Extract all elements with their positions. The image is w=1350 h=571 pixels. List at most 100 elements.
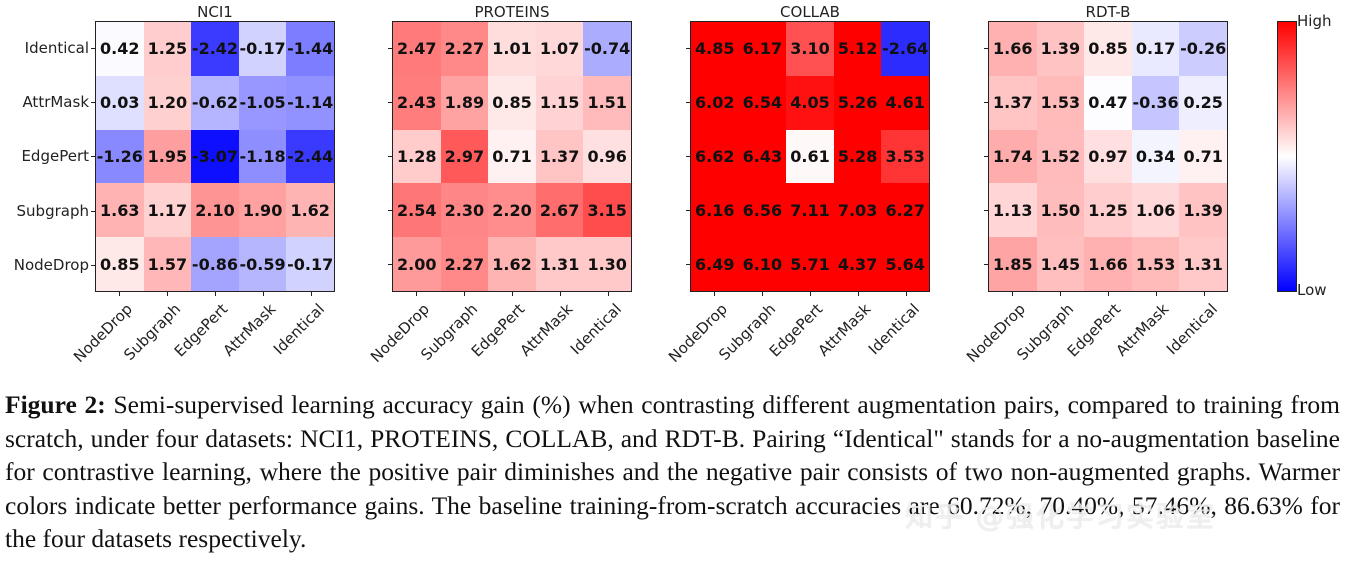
heatmap-cell: 1.51: [583, 75, 631, 130]
heatmap-cell: 2.43: [393, 75, 441, 130]
heatmap-cell: 1.37: [989, 75, 1037, 130]
heatmap-cell: -2.42: [191, 22, 239, 76]
heatmap-cell: 1.39: [1036, 22, 1085, 76]
heatmap-cell: 2.20: [488, 183, 536, 238]
y-tick-mark: [686, 264, 690, 265]
x-tick-mark: [263, 292, 264, 296]
heatmap-cell: 1.39: [1179, 183, 1227, 238]
x-tick-mark: [906, 292, 907, 296]
x-tick-mark: [560, 292, 561, 296]
y-tick-mark: [984, 156, 988, 157]
heatmap-cell: -0.74: [583, 22, 631, 76]
heatmap-cell: -0.59: [238, 237, 287, 291]
y-tick-label: Identical: [0, 21, 95, 75]
figure-caption: Figure 2: Semi-supervised learning accur…: [5, 388, 1340, 556]
x-tick-mark: [167, 292, 168, 296]
heatmap-cell: -0.36: [1131, 75, 1180, 130]
heatmap-cell: 2.67: [535, 183, 584, 238]
x-tick-mark: [1012, 292, 1013, 296]
heatmap-cell: 6.17: [738, 22, 787, 76]
heatmap-cell: 1.25: [1084, 183, 1132, 238]
heatmap-cell: 1.52: [1036, 129, 1085, 184]
heatmap-cell: 0.34: [1131, 129, 1180, 184]
heatmap-cell: 0.42: [96, 22, 144, 76]
heatmap-cell: 6.27: [881, 183, 929, 238]
heatmap-cell: 0.61: [786, 129, 834, 184]
heatmap-cell: 2.27: [440, 22, 489, 76]
y-axis-labels: Identical AttrMask EdgePert Subgraph NodeDro…: [0, 21, 95, 292]
heatmap-cell: 2.30: [440, 183, 489, 238]
panel-title: RDT-B: [1085, 3, 1131, 21]
heatmap-grid: 2.47 2.27 1.01 1.07 -0.74 2.43 1.89 0.85 1.15 1.5…: [392, 21, 632, 292]
y-tick-mark: [984, 210, 988, 211]
heatmap-cell: 1.62: [286, 183, 334, 238]
heatmap-cell: -0.17: [286, 237, 334, 291]
x-tick-mark: [608, 292, 609, 296]
y-tick-mark: [388, 48, 392, 49]
heatmap-cell: 1.53: [1131, 237, 1180, 291]
y-tick-mark: [686, 210, 690, 211]
heatmap-cell: 1.31: [1179, 237, 1227, 291]
heatmap-cell: 1.66: [989, 22, 1037, 76]
heatmap-cell: 1.31: [535, 237, 584, 291]
caption-text: Semi-supervised learning accuracy gain (…: [5, 390, 1341, 553]
heatmap-cell: 0.85: [96, 237, 144, 291]
heatmap-cell: 5.71: [786, 237, 834, 291]
y-tick-mark: [388, 102, 392, 103]
x-tick-label: Identical: [1162, 300, 1221, 359]
heatmap-cell: 0.85: [1084, 22, 1132, 76]
heatmap-cell: 1.57: [143, 237, 192, 291]
heatmap-cell: 3.15: [583, 183, 631, 238]
heatmap-cell: 1.89: [440, 75, 489, 130]
heatmap-grid: 0.42 1.25 -2.42 -0.17 -1.44 0.03 1.20 -0.62 -1.0…: [95, 21, 335, 292]
heatmap-cell: 1.01: [488, 22, 536, 76]
heatmap-cell: 2.97: [440, 129, 489, 184]
y-tick-mark: [984, 264, 988, 265]
caption-label: Figure 2:: [5, 390, 106, 419]
heatmap-cell: 4.37: [833, 237, 882, 291]
heatmap-cell: 1.37: [535, 129, 584, 184]
heatmap-cell: 2.00: [393, 237, 441, 291]
x-tick-mark: [311, 292, 312, 296]
heatmap-cell: 5.64: [881, 237, 929, 291]
heatmap-cell: 3.53: [881, 129, 929, 184]
x-tick-mark: [464, 292, 465, 296]
y-tick-mark: [984, 48, 988, 49]
heatmap-cell: 1.06: [1131, 183, 1180, 238]
heatmap-cell: 1.66: [1084, 237, 1132, 291]
y-tick-mark: [686, 156, 690, 157]
heatmap-cell: 0.71: [488, 129, 536, 184]
heatmap-cell: 1.95: [143, 129, 192, 184]
heatmap-cell: 4.61: [881, 75, 929, 130]
panel-title: COLLAB: [780, 3, 840, 21]
heatmap-cell: 0.97: [1084, 129, 1132, 184]
x-tick-label: Identical: [566, 300, 625, 359]
heatmap-cell: 1.62: [488, 237, 536, 291]
x-tick-mark: [714, 292, 715, 296]
heatmap-cell: 0.03: [96, 75, 144, 130]
y-tick-mark: [984, 102, 988, 103]
y-tick-mark: [686, 102, 690, 103]
heatmap-cell: -1.05: [238, 75, 287, 130]
heatmap-cell: 1.63: [96, 183, 144, 238]
heatmap-cell: 1.13: [989, 183, 1037, 238]
heatmap-cell: -1.44: [286, 22, 334, 76]
colorbar-low-label: Low: [1297, 281, 1327, 299]
y-tick-label: AttrMask: [0, 75, 95, 129]
heatmap-cell: 5.28: [833, 129, 882, 184]
heatmap-cell: 0.25: [1179, 75, 1227, 130]
x-axis-labels: NodeDrop Subgraph EdgePert AttrMask Identica…: [665, 292, 930, 372]
x-tick-mark: [1060, 292, 1061, 296]
watermark: 知乎 @强化学习实验室: [905, 500, 1216, 533]
heatmap-cell: 6.56: [738, 183, 787, 238]
x-tick-label: Identical: [864, 300, 923, 359]
heatmap-cell: 0.85: [488, 75, 536, 130]
heatmap-cell: 4.05: [786, 75, 834, 130]
x-tick-mark: [215, 292, 216, 296]
y-tick-mark: [686, 48, 690, 49]
heatmap-cell: 6.10: [738, 237, 787, 291]
heatmap-cell: 1.74: [989, 129, 1037, 184]
heatmap-cell: 2.47: [393, 22, 441, 76]
heatmap-cell: 2.10: [191, 183, 239, 238]
heatmap-cell: -0.26: [1179, 22, 1227, 76]
